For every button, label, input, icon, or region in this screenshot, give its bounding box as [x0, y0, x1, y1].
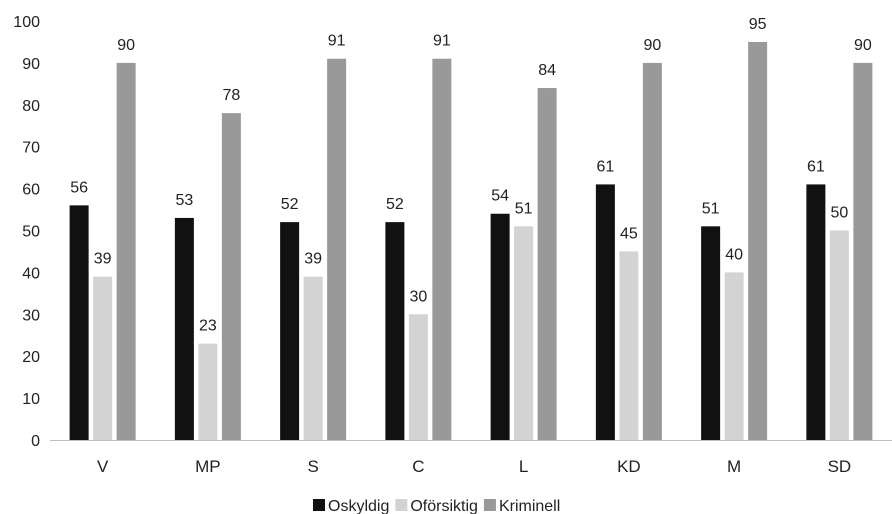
bar-oskyldig-m: [701, 226, 721, 440]
data-label: 90: [117, 37, 135, 54]
bar-kriminell-c: [432, 58, 452, 441]
data-label: 61: [807, 158, 825, 175]
data-labels-group: 56 39 90 53 23 78 52 39 91 52 30 91 54 51 84 61 45 90 51 40…: [70, 16, 872, 335]
legend-label: Oskyldig: [328, 498, 389, 514]
data-label: 90: [854, 37, 872, 54]
bars-group: [69, 41, 873, 441]
x-tick-label: M: [727, 457, 741, 476]
data-label: 52: [386, 196, 404, 213]
bar-oförsiktig-v: [93, 276, 113, 440]
data-label: 61: [596, 158, 614, 175]
data-label: 23: [199, 318, 217, 335]
data-label: 45: [620, 225, 638, 242]
bar-oförsiktig-s: [303, 276, 323, 440]
x-tick-label: KD: [617, 457, 641, 476]
x-tick-label: SD: [828, 457, 852, 476]
y-tick-label: 50: [22, 224, 40, 241]
x-tick-label: V: [97, 457, 109, 476]
data-label: 95: [749, 16, 767, 33]
bar-kriminell-mp: [221, 113, 241, 441]
legend-swatch-kriminell: [483, 499, 496, 511]
data-label: 52: [281, 196, 299, 213]
bar-oförsiktig-kd: [619, 251, 639, 440]
y-tick-label: 20: [22, 349, 40, 366]
bar-oförsiktig-mp: [198, 343, 218, 440]
data-label: 91: [328, 33, 346, 50]
bar-oskyldig-sd: [806, 184, 826, 440]
bar-oförsiktig-m: [724, 272, 744, 440]
bar-oskyldig-mp: [174, 217, 194, 440]
x-tick-label: MP: [195, 457, 221, 476]
bar-oskyldig-kd: [595, 184, 615, 440]
legend-swatch-oförsiktig: [395, 499, 408, 511]
data-label: 39: [94, 251, 112, 268]
data-label: 84: [538, 62, 556, 79]
data-label: 91: [433, 33, 451, 50]
y-tick-label: 30: [22, 307, 40, 324]
bar-kriminell-v: [116, 62, 136, 441]
x-tick-label: S: [307, 457, 318, 476]
data-label: 40: [725, 246, 743, 263]
y-tick-label: 60: [22, 182, 40, 199]
data-label: 51: [515, 200, 533, 217]
data-label: 54: [491, 188, 509, 205]
y-tick-label: 70: [22, 140, 40, 157]
legend: Oskyldig Oförsiktig Kriminell: [313, 498, 560, 514]
y-tick-label: 0: [31, 433, 40, 450]
y-tick-label: 10: [22, 391, 40, 408]
bar-oskyldig-l: [490, 213, 510, 440]
legend-label: Oförsiktig: [410, 498, 478, 514]
x-axis: V MP S C L KD M SD: [50, 440, 892, 476]
x-tick-label: C: [412, 457, 424, 476]
data-label: 30: [409, 288, 427, 305]
bar-kriminell-sd: [853, 62, 873, 441]
bar-oskyldig-v: [69, 205, 89, 440]
bar-oskyldig-c: [385, 222, 405, 440]
bar-kriminell-l: [537, 88, 557, 440]
data-label: 50: [830, 205, 848, 222]
bar-oförsiktig-l: [514, 226, 534, 440]
legend-swatch-oskyldig: [313, 499, 325, 511]
y-tick-label: 90: [22, 56, 40, 73]
bar-oskyldig-s: [280, 222, 300, 440]
y-tick-label: 100: [13, 14, 40, 31]
data-label: 56: [70, 179, 88, 196]
data-label: 78: [222, 87, 240, 104]
y-tick-label: 80: [22, 98, 40, 115]
legend-label: Kriminell: [499, 498, 560, 514]
data-label: 51: [702, 200, 720, 217]
data-label: 39: [304, 251, 322, 268]
bar-kriminell-m: [748, 41, 768, 440]
data-label: 53: [175, 192, 193, 209]
bar-oförsiktig-sd: [829, 230, 849, 440]
y-tick-label: 40: [22, 265, 40, 282]
bar-oförsiktig-c: [408, 314, 428, 440]
bar-kriminell-kd: [642, 62, 662, 441]
x-tick-label: L: [519, 457, 528, 476]
bar-kriminell-s: [327, 58, 347, 441]
data-label: 90: [643, 37, 661, 54]
y-axis: 0 10 20 30 40 50 60 70 80 90 100: [13, 14, 40, 450]
